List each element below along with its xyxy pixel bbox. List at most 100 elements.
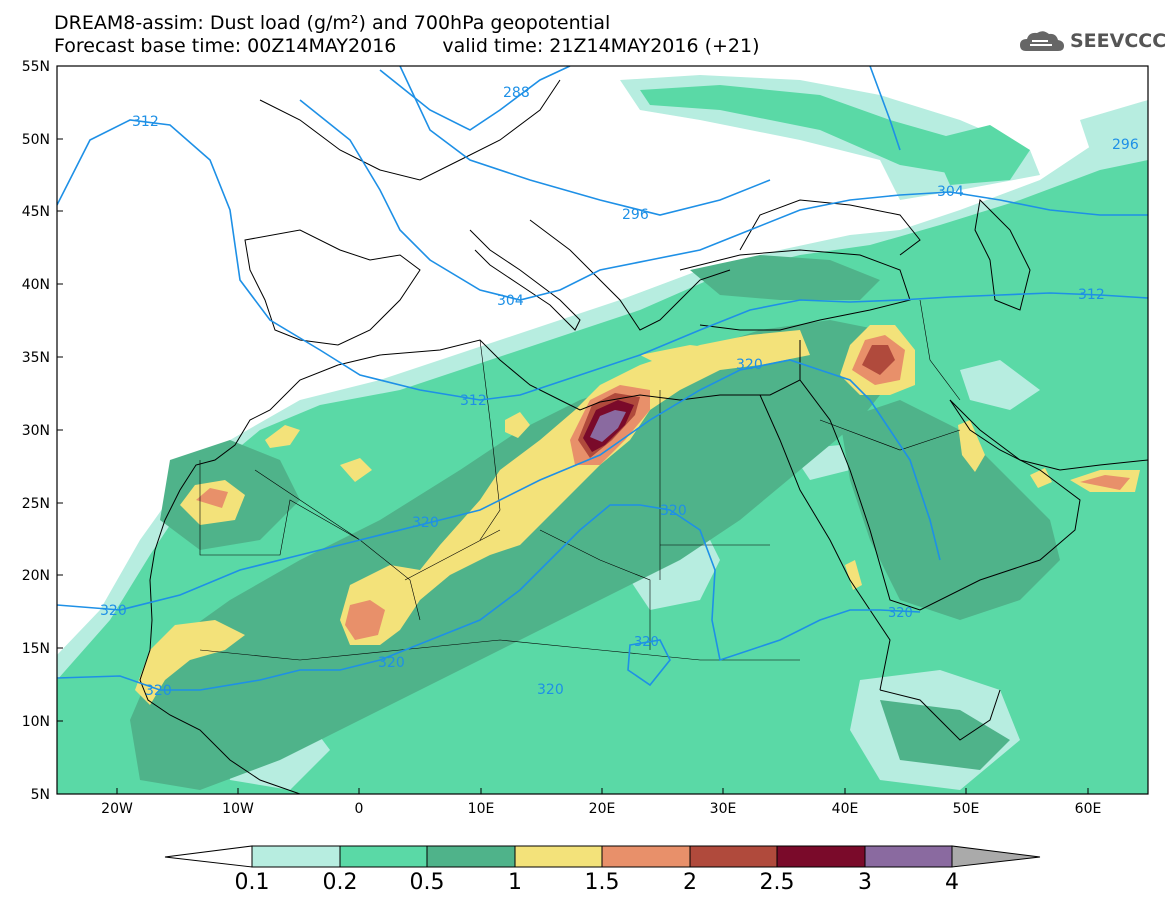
dust-layer-1-libya	[505, 412, 530, 438]
dust-layer-1-qatar	[958, 420, 985, 472]
colorbar-swatch	[426, 845, 516, 868]
dust-layer-0.5-arabia	[840, 400, 1060, 620]
coastline-balkans	[529, 219, 731, 331]
dust-layer-0.5-sahara	[130, 320, 900, 790]
contour-label: 304	[937, 184, 964, 200]
dust-layer-1-cyprus	[640, 345, 730, 365]
dust-layer-1.5-niger	[345, 600, 385, 640]
colorbar-swatch	[339, 845, 428, 868]
coastline-nw-africa	[139, 364, 339, 794]
lon-axis: 20W 10W 0 10E 20E 30E 40E 50E 60E	[101, 801, 1101, 817]
seevccc-logo: SEEVCCC	[1018, 27, 1165, 57]
coastline-red-sea	[759, 394, 891, 691]
base-time: Forecast base time: 00Z14MAY2016	[54, 35, 397, 57]
colorbar-label: 0.1	[234, 870, 270, 895]
border-mali	[254, 469, 421, 621]
contour-304	[299, 99, 1148, 301]
border-algeria-libya	[479, 339, 501, 541]
lon-tick-label: 20W	[101, 801, 133, 817]
contour-label: 312	[132, 114, 159, 130]
contour-label: 304	[497, 293, 524, 309]
contour-label: 320	[537, 682, 564, 698]
contour-label: 296	[622, 207, 649, 223]
contour-320	[57, 359, 941, 611]
lon-tick-label: 10E	[468, 801, 495, 817]
lat-tick-label: 45N	[22, 204, 50, 220]
coastline-horn	[879, 689, 1001, 741]
contour-label: 320	[145, 683, 172, 699]
colorbar-swatch	[251, 845, 341, 868]
colorbar-swatch	[776, 845, 866, 868]
dust-layer-0.5-turkey	[690, 255, 880, 300]
coastline-n-africa	[337, 339, 801, 411]
dust-layer-1-algeria	[340, 458, 372, 482]
lat-tick-label: 40N	[22, 277, 50, 293]
dust-layer-1-redsea	[845, 560, 862, 590]
colorbar-swatch	[689, 845, 778, 868]
colorbar-label: 0.2	[322, 870, 358, 895]
dust-layer-0.2-north	[640, 85, 1020, 175]
lat-tick-label: 25N	[22, 496, 50, 512]
colorbar-label: 1.5	[584, 870, 620, 895]
dust-layer-1-band	[340, 330, 810, 645]
dust-layer-3-libya	[590, 410, 626, 442]
contour-label: 320	[378, 655, 405, 671]
lat-tick-label: 30N	[22, 423, 50, 439]
lat-tick-label: 15N	[22, 641, 50, 657]
colorbar	[164, 845, 1041, 868]
coastline-italy	[469, 229, 581, 331]
contour-label: 320	[634, 635, 659, 650]
contour-label: 312	[1078, 287, 1105, 303]
map-plot-area	[57, 66, 1148, 794]
contour-labels: 288 296 304 312 312 312 320 320 320 320 …	[100, 85, 1139, 699]
lat-ticks	[57, 138, 63, 722]
lat-axis: 55N 50N 45N 40N 35N 30N 25N 20N 15N 10N …	[22, 59, 50, 803]
coastlines	[139, 79, 1148, 794]
chart-title: DREAM8-assim: Dust load (g/m²) and 700hP…	[54, 12, 611, 34]
dust-layer-2-iraq	[862, 345, 895, 375]
dust-layer-0.1-hole-gulf	[960, 360, 1040, 410]
dust-layer-1.5-iran	[1080, 475, 1130, 490]
border-mauritania	[199, 460, 361, 556]
dust-layer-1-morocco	[265, 425, 300, 448]
contour-296	[399, 66, 771, 216]
country-borders	[199, 299, 961, 661]
lon-tick-label: 60E	[1075, 801, 1102, 817]
border-sahel	[199, 639, 800, 661]
lon-tick-label: 50E	[953, 801, 980, 817]
coastline-persian-gulf	[949, 399, 1148, 471]
dust-layer-1-senegal	[135, 620, 245, 705]
contour-label: 320	[736, 357, 763, 373]
dust-layer-1.5-wsahara	[196, 488, 228, 508]
contour-label: 320	[660, 503, 687, 519]
coastline-europe-north	[259, 79, 561, 181]
contour-label: 296	[1112, 137, 1139, 153]
contour-320-c	[627, 639, 671, 687]
colorbar-label: 2.5	[759, 870, 795, 895]
colorbar-swatch	[514, 845, 603, 868]
colorbar-label: 4	[945, 870, 959, 895]
contour-label: 320	[100, 603, 127, 619]
logo-text: SEEVCCC	[1070, 30, 1165, 52]
valid-time: valid time: 21Z14MAY2016 (+21)	[442, 35, 760, 57]
border-saudi	[819, 419, 961, 451]
lon-tick-label: 40E	[832, 801, 859, 817]
coastline-caspian	[974, 198, 1031, 311]
border-chad	[539, 529, 651, 650]
contour-288	[379, 66, 571, 131]
contour-label: 320	[412, 515, 439, 531]
border-iran-iraq	[919, 299, 961, 401]
colorbar-label: 1	[508, 870, 522, 895]
contour-296-ne	[869, 66, 901, 151]
lon-tick-label: 10W	[222, 801, 254, 817]
lon-tick-label: 20E	[589, 801, 616, 817]
contour-label: 312	[460, 393, 487, 409]
lat-tick-label: 10N	[22, 714, 50, 730]
coastline-arabia	[799, 379, 1081, 611]
colorbar-label: 2	[683, 870, 697, 895]
lon-tick-label: 30E	[710, 801, 737, 817]
colorbar-high-arrow	[951, 845, 1041, 868]
colorbar-label: 0.5	[409, 870, 445, 895]
colorbar-swatch	[601, 845, 691, 868]
